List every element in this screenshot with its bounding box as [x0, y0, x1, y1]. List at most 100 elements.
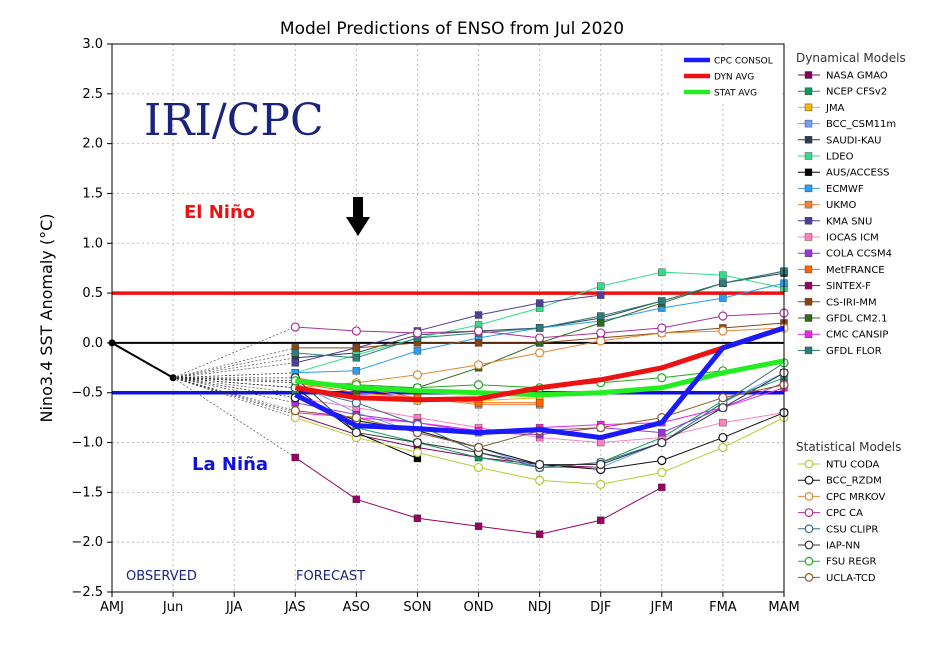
- y-tick-label: 3.0: [82, 37, 103, 52]
- legend-label-dyn-avg: DYN AVG: [714, 73, 754, 83]
- legend-marker-cpc-mrkov: [804, 492, 814, 501]
- point-fsu-regr: [657, 373, 667, 383]
- legend-label-aus-access: AUS/ACCESS: [826, 168, 890, 179]
- legend-label-nasa-gmao: NASA GMAO: [826, 71, 888, 82]
- y-tick-label: 1.0: [82, 236, 103, 251]
- legend-label-saudi-kau: SAUDI-KAU: [826, 135, 882, 146]
- el-nino-label: El Niño: [184, 202, 255, 223]
- x-tick-label: ASO: [343, 600, 370, 615]
- point-cpc-ca: [473, 326, 484, 336]
- x-tick-label: FMA: [709, 600, 737, 615]
- point-kma-snu: [535, 299, 544, 307]
- legend-label-ntu-coda: NTU CODA: [826, 460, 879, 471]
- legend-label-metfrance: MetFRANCE: [826, 265, 885, 276]
- model-legend: Dynamical Models NASA GMAO NCEP CFSv2 JMA BC…: [796, 51, 906, 584]
- legend-label-ecmwf: ECMWF: [826, 184, 864, 195]
- x-tick-label: JAS: [284, 600, 306, 615]
- point-cpc-mrkov: [596, 336, 606, 346]
- y-tick-label: 0.5: [82, 286, 103, 301]
- point-iap-nn: [718, 403, 728, 413]
- y-tick-label: 2.0: [82, 137, 103, 152]
- point-gfdl-flor: [352, 354, 361, 362]
- legend-marker-cmc-cansip: [804, 330, 813, 338]
- point-ntu-coda: [718, 442, 728, 453]
- legend-label-iocas-icm: IOCAS ICM: [826, 233, 879, 244]
- legend-label-cpc-ca: CPC CA: [826, 508, 863, 519]
- legend-marker-cpc-ca: [804, 508, 814, 517]
- point-cpc-mrkov: [412, 370, 423, 380]
- point-cs-iri-mm: [474, 339, 483, 347]
- point-metfrance: [535, 398, 544, 407]
- x-tick-label: OND: [464, 600, 494, 615]
- point-gfdl-flor: [658, 297, 666, 305]
- point-cpc-ca: [351, 326, 361, 336]
- legend-label-cola-ccsm4: COLA CCSM4: [826, 249, 892, 260]
- y-tick-label: 0.0: [82, 336, 103, 351]
- point-iap-nn: [351, 427, 361, 438]
- x-tick-label: JFM: [650, 600, 674, 615]
- legend-label-jma: JMA: [825, 103, 845, 114]
- legend-marker-ntu-coda: [804, 459, 814, 469]
- point-kma-snu: [597, 291, 605, 299]
- legend-marker-nasa-gmao: [804, 71, 813, 79]
- legend-label-stat-avg: STAT AVG: [714, 89, 757, 99]
- legend-label-sintex-f: SINTEX-F: [826, 281, 871, 292]
- connector-ntu-coda: [172, 377, 296, 418]
- forecast-label: FORECAST: [296, 569, 365, 584]
- connector-bcc-rzdm: [173, 377, 296, 399]
- legend-marker-iocas-icm: [804, 233, 813, 241]
- point-ucla-tcd: [596, 423, 606, 433]
- connector-saudi-kau: [173, 357, 296, 379]
- point-bcc-rzdm: [718, 432, 728, 443]
- legend-marker-ecmwf: [804, 184, 813, 193]
- legend-marker-bcc-rzdm: [804, 475, 814, 485]
- point-sintex-f: [291, 453, 299, 462]
- point-ucla-tcd: [473, 442, 484, 453]
- x-tick-label: DJF: [590, 600, 611, 615]
- la-nina-label: La Niña: [192, 454, 268, 475]
- legend-marker-gfdl-flor: [804, 346, 813, 355]
- legend-label-cpc-mrkov: CPC MRKOV: [826, 492, 885, 503]
- axes: −2.5 −2.0 −1.5 −1.0 −0.5 0.0 0.5 1.0 1.5 2.0 2.5 3.…: [71, 37, 799, 615]
- legend-label-cs-iri-mm: CS-IRI-MM: [826, 297, 877, 308]
- point-ntu-coda: [596, 479, 606, 489]
- connector-kma-snu: [173, 362, 296, 379]
- y-tick-label: 1.5: [82, 186, 103, 201]
- point-ucla-tcd: [351, 413, 361, 423]
- legend-marker-gfdl-cm2-1: [804, 314, 813, 322]
- legend-label-gfdl-flor: GFDL FLOR: [826, 346, 882, 357]
- legend-label-ldeo: LDEO: [826, 152, 854, 163]
- connector-ecmwf: [173, 372, 296, 379]
- legend-marker-ldeo: [804, 152, 813, 160]
- point-cpc-ca: [290, 322, 300, 332]
- point-cpc-ca: [412, 328, 423, 338]
- legend-label-gfdl-cm2-1: GFDL CM2.1: [826, 314, 887, 325]
- point-iap-nn: [596, 459, 606, 470]
- series-cpc-consol: [294, 325, 785, 441]
- legend-marker-cola-ccsm4: [804, 249, 813, 257]
- point-kma-snu: [291, 359, 299, 367]
- point-sintex-f: [413, 514, 422, 522]
- point-iap-nn: [412, 437, 423, 448]
- x-tick-label: SON: [403, 600, 431, 615]
- legend-label-fsu-regr: FSU REGR: [826, 557, 876, 568]
- y-tick-label: −0.5: [71, 386, 103, 401]
- x-tick-label: Jun: [162, 600, 183, 615]
- x-tick-label: AMJ: [100, 600, 124, 615]
- y-tick-label: −2.0: [71, 535, 103, 550]
- plot-frame: [111, 43, 785, 593]
- legend-marker-ucla-tcd: [804, 573, 814, 582]
- point-ldeo: [597, 282, 605, 290]
- point-cpc-mrkov: [718, 326, 728, 336]
- legend-marker-csu-clipr: [804, 524, 814, 534]
- point-cpc-ca: [718, 311, 728, 321]
- down-arrow-icon: [346, 197, 370, 236]
- point-kma-snu: [474, 311, 483, 319]
- series-dyn-avg: [294, 325, 785, 403]
- y-tick-label: −1.5: [71, 485, 103, 500]
- connector-cs-iri-mm: [173, 347, 296, 379]
- model-series: [108, 267, 789, 538]
- point-sintex-f: [597, 516, 605, 524]
- x-tick-label: NDJ: [528, 600, 552, 615]
